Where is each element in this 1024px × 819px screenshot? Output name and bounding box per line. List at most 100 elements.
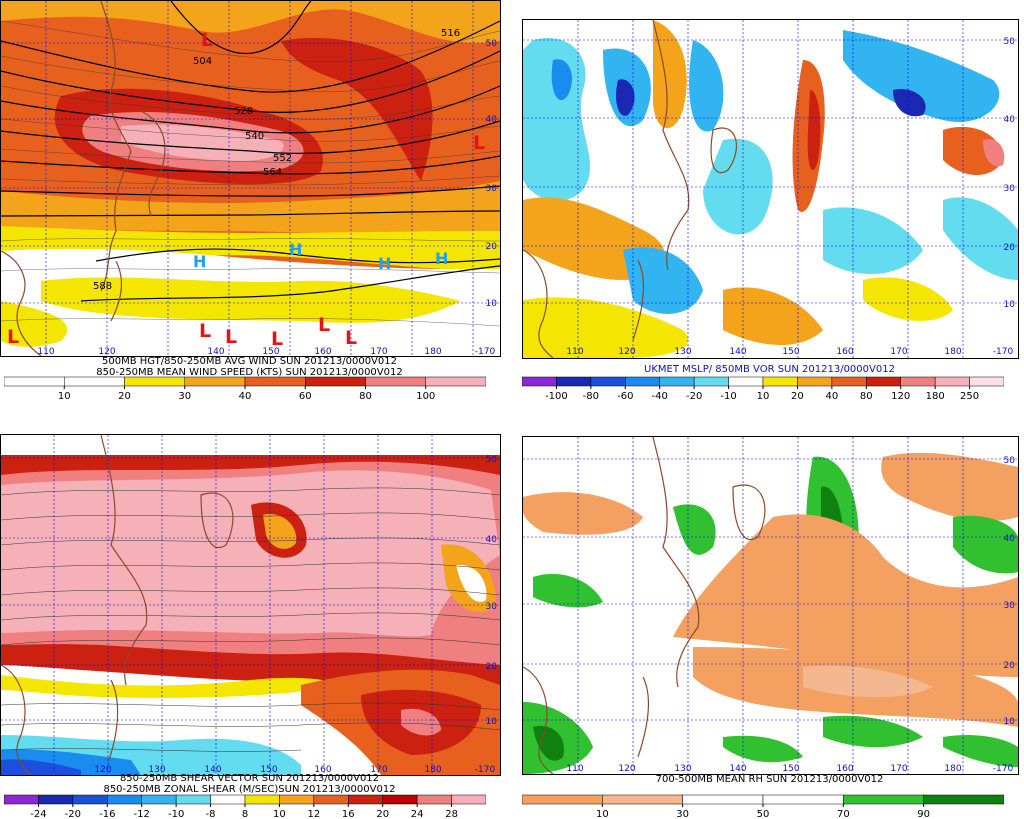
colorbar-tick-label: 50	[757, 809, 770, 819]
colorbar-swatch	[313, 794, 349, 805]
lon-label: 180	[944, 347, 961, 357]
colorbar-graphic: 10 20 30 40 60 80 100	[4, 376, 486, 402]
map-rh: 110 120 130 140 150 160 170 180 -170 50 …	[522, 436, 1019, 775]
lat-label: 40	[1004, 534, 1016, 544]
title-line: 850-250MB ZONAL SHEAR (M/SEC)SUN 201213/…	[103, 784, 396, 795]
colorbar-swatch	[4, 376, 65, 387]
lon-label: 120	[94, 765, 111, 775]
lat-label: 30	[486, 602, 498, 612]
lat-label: 20	[486, 662, 498, 672]
colorbar-swatch	[625, 376, 660, 387]
contour-label: 564	[263, 167, 282, 178]
lat-label: 40	[486, 115, 498, 125]
colorbar-swatch	[934, 376, 970, 387]
lon-label: 170	[370, 765, 387, 775]
colorbar-graphic: -100 -80 -60 -40 -20 -10 10 20 40 80 120 180 250	[522, 376, 1004, 402]
colorbar-swatch	[923, 794, 1004, 805]
lat-label: 30	[1004, 601, 1016, 611]
lon-label: 160	[836, 764, 853, 774]
colorbar-swatch	[175, 794, 211, 805]
colorbar-swatch	[38, 794, 74, 805]
high-pressure-markers: H H H H	[193, 240, 448, 273]
colorbar-swatch	[425, 376, 486, 387]
lon-label: 110	[37, 347, 54, 356]
lat-label: 20	[1004, 661, 1016, 671]
low-symbol: L	[473, 132, 485, 154]
contour-label: 516	[441, 28, 460, 39]
colorbar-shear: -24 -20 -16 -12 -10 -8 8 10 12 16 20 24 28	[4, 794, 486, 819]
lat-label: 10	[1004, 717, 1016, 727]
colorbar-tick-label: -12	[134, 809, 150, 819]
lat-label: 20	[486, 242, 498, 252]
lat-label: 20	[1004, 243, 1016, 253]
colorbar-swatch	[522, 376, 557, 387]
high-symbol: H	[193, 252, 206, 271]
colorbar-swatch	[305, 376, 366, 387]
colorbar-swatch	[728, 376, 764, 387]
colorbar-tick-label: 30	[676, 809, 689, 819]
colorbar-tick-label: 70	[837, 809, 850, 819]
colorbar-swatch	[348, 794, 383, 805]
rh-field: 110 120 130 140 150 160 170 180 -170 50 …	[523, 437, 1018, 774]
lon-label: 180	[944, 764, 961, 774]
colorbar-swatch	[244, 376, 306, 387]
colorbar-swatch	[969, 376, 1004, 387]
colorbar-swatch	[451, 794, 486, 805]
latitude-labels: 50 40 30 20 10	[1004, 37, 1016, 310]
contour-label: 528	[234, 106, 253, 117]
latitude-labels: 50 40 30 20 10	[1004, 456, 1016, 727]
colorbar-swatch	[556, 376, 592, 387]
lon-label: 150	[260, 765, 277, 775]
longitude-labels: 110 120 130 140 150 160 170 180 -170	[566, 764, 1013, 774]
lon-label: 180	[424, 765, 441, 775]
colorbar-wind: 10 20 30 40 60 80 100	[4, 376, 486, 402]
colorbar-tick-label: 60	[299, 391, 312, 402]
lon-label: 160	[836, 347, 853, 357]
colorbar-swatch	[416, 794, 452, 805]
latitude-labels: 50 40 30 20 10	[486, 455, 498, 727]
lon-label: 140	[729, 764, 746, 774]
contour-label: 552	[273, 153, 292, 164]
colorbar-tick-label: -40	[652, 391, 668, 402]
lat-label: 30	[486, 184, 498, 194]
low-symbol: L	[271, 328, 283, 350]
lon-label: 170	[890, 347, 907, 357]
colorbar-tick-label: 16	[342, 809, 355, 819]
lon-label: 120	[618, 764, 635, 774]
longitude-labels: 110 120 130 140 150 160 170 180 -170	[566, 347, 1013, 357]
lon-label: 160	[314, 765, 331, 775]
colorbar-tick-label: 90	[917, 809, 930, 819]
colorbar-tick-label: -8	[206, 809, 216, 819]
colorbar-swatch	[4, 794, 39, 805]
colorbar-tick-label: 20	[376, 809, 389, 819]
low-symbol: L	[7, 326, 19, 348]
lon-label: 110	[566, 764, 583, 774]
lat-label: 50	[1004, 37, 1016, 47]
lon-label: 170	[370, 347, 387, 356]
low-symbol: L	[225, 326, 237, 348]
lat-label: 40	[486, 535, 498, 545]
lon-label: 130	[674, 347, 691, 357]
lat-label: 50	[1004, 456, 1016, 466]
title-line: 850-250MB MEAN WIND SPEED (KTS) SUN 2012…	[96, 367, 403, 378]
colorbar-tick-label: -10	[720, 391, 736, 402]
latitude-labels: 50 40 30 20 10	[486, 39, 498, 309]
lon-label: -170	[475, 347, 496, 356]
colorbar-tick-label: 180	[926, 391, 945, 402]
lat-label: 40	[1004, 115, 1016, 125]
colorbar-swatch	[602, 794, 683, 805]
colorbar-tick-label: -20	[686, 391, 702, 402]
colorbar-rh: 10 30 50 70 90	[522, 794, 1004, 819]
colorbar-swatch	[244, 794, 280, 805]
lat-label: 10	[486, 717, 498, 727]
lon-label: 150	[782, 764, 799, 774]
wind-speed-field: 504 516 528 540 552 564 588 L L L L L L …	[1, 1, 500, 356]
longitude-labels: 120 130 140 150 160 170 180 -170	[94, 765, 495, 775]
title-line: UKMET MSLP/ 850MB VOR SUN 201213/0000V01…	[644, 364, 895, 375]
colorbar-swatch	[522, 794, 603, 805]
colorbar-tick-label: -24	[30, 809, 46, 819]
high-symbol: H	[435, 249, 448, 268]
title-line: 500MB HGT/850-250MB AVG WIND SUN 201213/…	[101, 356, 397, 367]
colorbar-swatch	[210, 794, 246, 805]
lon-label: 140	[204, 765, 221, 775]
